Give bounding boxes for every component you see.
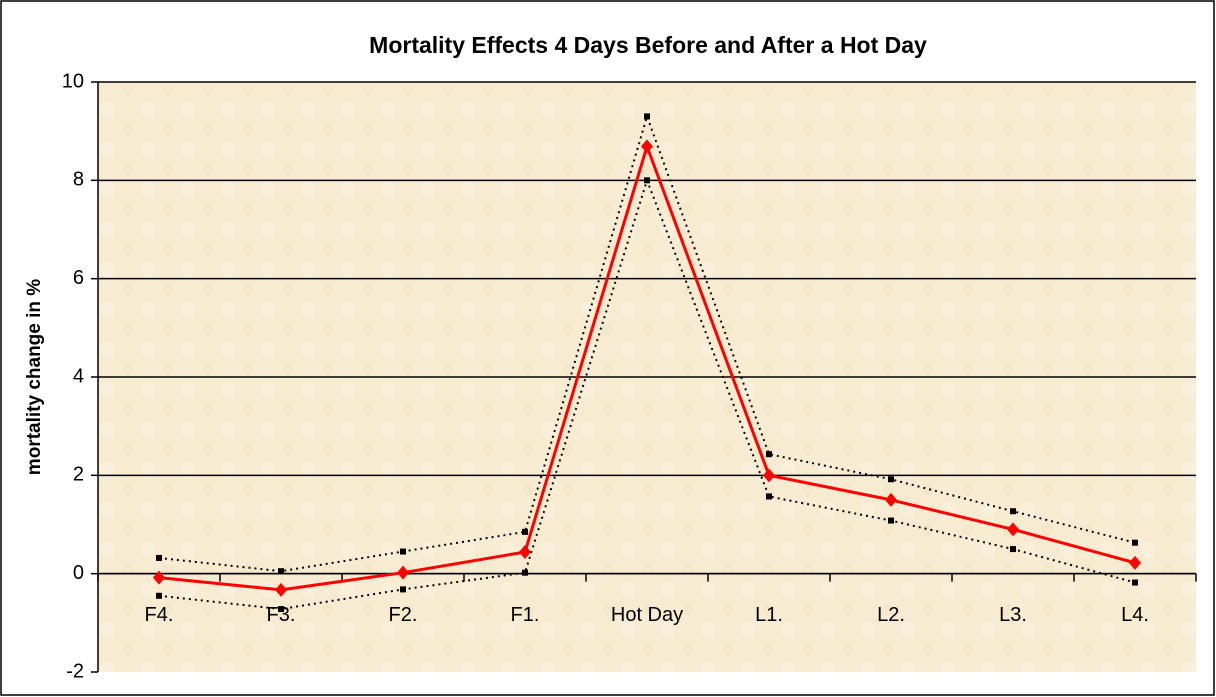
- marker: [397, 565, 409, 580]
- y-tick-label: 6: [73, 267, 84, 289]
- x-tick-label: F3.: [267, 604, 296, 626]
- marker: [641, 139, 653, 154]
- x-tick-label: L4.: [1121, 604, 1149, 626]
- y-tick-label: 2: [73, 464, 84, 486]
- marker: [400, 586, 406, 593]
- x-tick-label: L1.: [755, 604, 783, 626]
- marker: [1132, 539, 1138, 546]
- marker: [278, 606, 284, 613]
- marker: [644, 113, 650, 120]
- marker: [400, 548, 406, 555]
- chart-title: Mortality Effects 4 Days Before and Afte…: [369, 32, 927, 58]
- y-tick-label: 8: [73, 169, 84, 191]
- marker: [522, 528, 528, 535]
- marker: [644, 177, 650, 184]
- y-axis-label: mortality change in %: [24, 279, 45, 475]
- y-tick-label: -2: [66, 660, 84, 682]
- y-tick-label: 0: [73, 562, 84, 584]
- marker: [885, 492, 897, 507]
- marker: [278, 568, 284, 575]
- marker: [1129, 555, 1141, 570]
- x-tick-label: L3.: [999, 604, 1027, 626]
- marker: [275, 582, 287, 597]
- marker: [1007, 522, 1019, 537]
- marker: [888, 476, 894, 483]
- series-line: [158, 113, 1136, 573]
- marker: [519, 545, 531, 560]
- marker: [156, 592, 162, 599]
- marker: [1010, 508, 1016, 515]
- marker: [1010, 546, 1016, 553]
- y-tick-label: 4: [73, 365, 84, 387]
- marker: [1132, 579, 1138, 586]
- marker: [522, 569, 528, 576]
- y-tick-label: 10: [62, 70, 84, 92]
- marker: [766, 451, 772, 458]
- x-tick-label: F1.: [511, 604, 540, 626]
- marker: [888, 517, 894, 524]
- x-tick-label: F4.: [145, 604, 174, 626]
- x-tick-label: F2.: [389, 604, 418, 626]
- marker: [763, 468, 775, 483]
- marker: [153, 570, 165, 585]
- x-tick-label: L2.: [877, 604, 905, 626]
- marker: [766, 493, 772, 500]
- x-tick-label: Hot Day: [611, 604, 683, 626]
- marker: [156, 554, 162, 561]
